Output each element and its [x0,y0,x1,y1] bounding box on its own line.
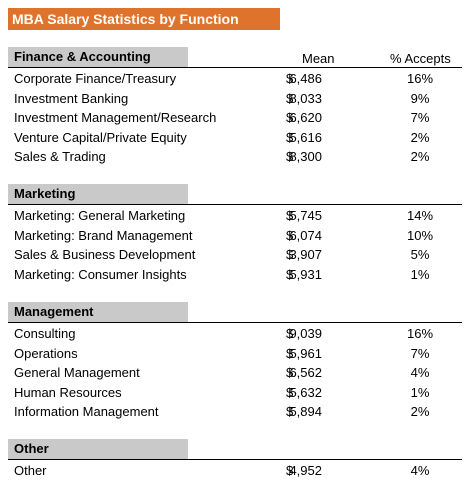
table-row: Sales & Business Development $3,907 5% [0,247,474,265]
section-header: Other [8,439,188,459]
column-header-mean: Mean [302,51,335,66]
table-row: Human Resources $5,632 1% [0,385,474,403]
accepts-value: 4% [410,463,430,478]
mean-value: 5,961 [289,345,322,361]
currency-symbol: $ [286,404,294,420]
row-label: Consulting [14,326,76,341]
accepts-value: 9% [410,90,430,106]
accepts-value: 1% [410,266,430,282]
currency-symbol: $ [286,149,294,165]
row-label: Human Resources [14,384,122,400]
row-label: Other [14,463,47,478]
section-divider [8,459,462,460]
currency-symbol: $ [286,247,294,263]
title-bar: MBA Salary Statistics by Function [8,8,280,30]
accepts-value: 5% [410,247,430,263]
column-header-accepts: % Accepts [390,51,451,66]
currency-symbol: $ [286,71,294,86]
currency-symbol: $ [286,129,294,145]
table-row: Operations $5,961 7% [0,346,474,364]
mean-value: 6,562 [289,365,322,381]
currency-symbol: $ [286,266,294,282]
accepts-value: 10% [406,227,434,243]
section-divider [8,204,462,205]
row-label: Marketing: General Marketing [14,208,186,223]
accepts-value: 16% [406,326,434,341]
row-label: Sales & Business Development [14,247,196,263]
section-title: Management [14,304,94,319]
currency-symbol: $ [286,463,294,478]
table-row: Other $4,952 4% [0,463,474,481]
row-label: Sales & Trading [14,149,106,165]
accepts-value: 2% [410,129,430,145]
table-row: General Management $6,562 4% [0,365,474,383]
currency-symbol: $ [286,345,294,361]
accepts-value: 7% [410,345,430,361]
table-row: Information Management $5,894 2% [0,404,474,422]
table-row: Venture Capital/Private Equity $5,616 2% [0,130,474,148]
table-row: Corporate Finance/Treasury $6,486 16% [0,71,474,89]
accepts-value: 16% [406,71,434,86]
accepts-value: 4% [410,365,430,381]
section-title: Marketing [14,186,76,201]
accepts-value: 2% [410,404,430,420]
page-title: MBA Salary Statistics by Function [12,11,239,27]
currency-symbol: $ [286,208,294,223]
currency-symbol: $ [286,110,294,126]
row-label: Marketing: Consumer Insights [14,266,187,282]
mean-value: 6,486 [289,71,322,86]
mean-value: 9,039 [289,326,322,341]
row-label: Venture Capital/Private Equity [14,129,187,145]
row-label: Investment Banking [14,90,129,106]
table-row: Marketing: General Marketing $5,745 14% [0,208,474,226]
row-label: Corporate Finance/Treasury [14,71,177,86]
section-divider [8,322,462,323]
currency-symbol: $ [286,90,294,106]
row-label: Investment Management/Research [14,110,217,126]
row-label: Operations [14,345,78,361]
row-label: General Management [14,365,140,381]
currency-symbol: $ [286,227,294,243]
section-header: Marketing [8,184,188,204]
accepts-value: 1% [410,384,430,400]
mean-value: 5,894 [289,404,322,420]
row-label: Information Management [14,404,159,420]
mean-value: 8,033 [289,90,322,106]
mean-value: 4,952 [289,463,322,478]
table-row: Sales & Trading $8,300 2% [0,149,474,167]
accepts-value: 2% [410,149,430,165]
table-row: Marketing: Brand Management $6,074 10% [0,228,474,246]
section-title: Finance & Accounting [14,49,151,64]
row-label: Marketing: Brand Management [14,227,193,243]
accepts-value: 14% [406,208,434,223]
currency-symbol: $ [286,384,294,400]
section-header: Finance & Accounting [8,47,188,67]
mean-value: 8,300 [289,149,322,165]
section-header: Management [8,302,188,322]
mean-value: 6,620 [289,110,322,126]
mean-value: 5,616 [289,129,322,145]
table-row: Consulting $9,039 16% [0,326,474,344]
mean-value: 5,632 [289,384,322,400]
table-row: Marketing: Consumer Insights $5,931 1% [0,267,474,285]
currency-symbol: $ [286,365,294,381]
section-title: Other [14,441,49,456]
table-row: Investment Management/Research $6,620 7% [0,110,474,128]
mean-value: 5,931 [289,266,322,282]
accepts-value: 7% [410,110,430,126]
table-row: Investment Banking $8,033 9% [0,91,474,109]
mean-value: 3,907 [289,247,322,263]
mean-value: 6,074 [289,227,322,243]
currency-symbol: $ [286,326,294,341]
mean-value: 5,745 [289,208,322,223]
section-divider [8,67,462,68]
